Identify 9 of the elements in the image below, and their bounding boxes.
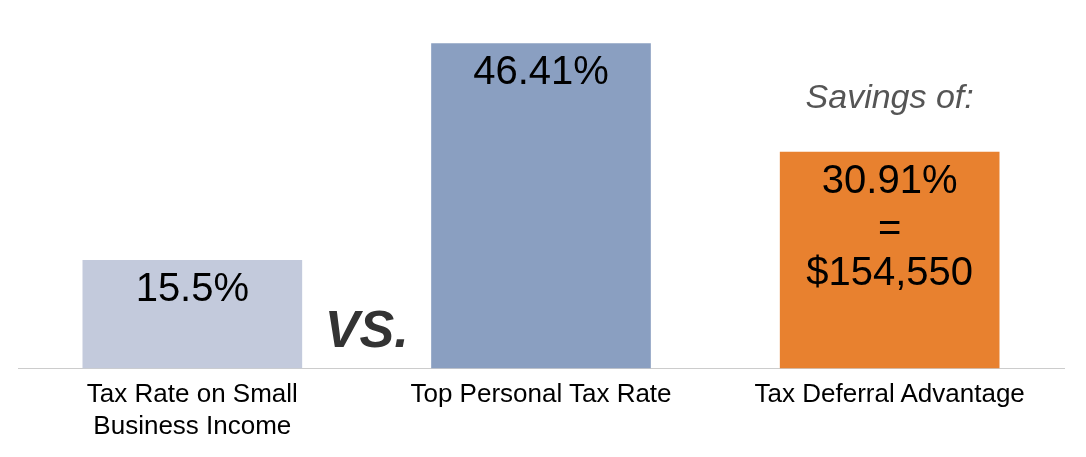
annotation: Savings of: <box>805 77 974 116</box>
data-label: 15.5% <box>135 264 250 309</box>
annotation: VS. <box>324 299 409 358</box>
data-label: 46.41% <box>473 48 609 93</box>
annotation: = $154,550 <box>806 204 974 293</box>
x-tick-label: Tax Deferral Advantage <box>754 378 1025 409</box>
x-tick-label: Top Personal Tax Rate <box>410 378 672 409</box>
data-label: 30.91% <box>821 156 958 201</box>
x-tick-label: Tax Rate on Small Business Income <box>86 378 298 440</box>
